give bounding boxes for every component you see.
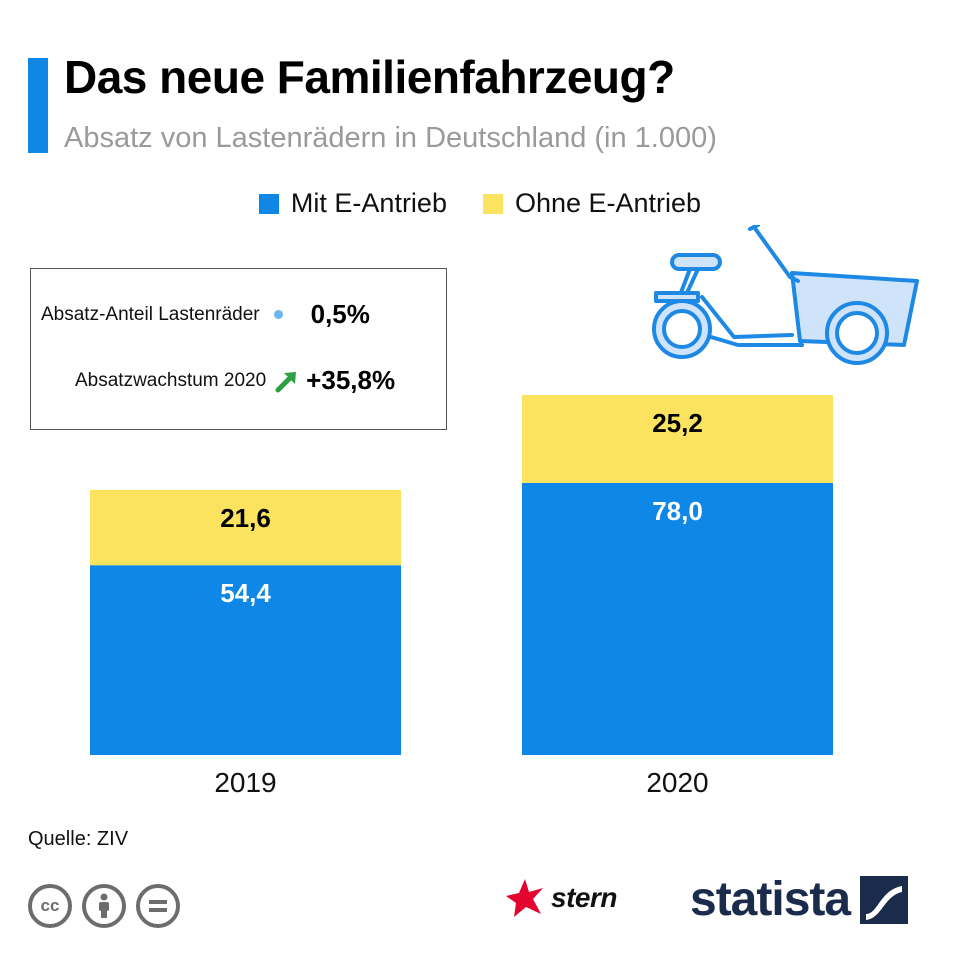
- source-note: Quelle: ZIV: [28, 828, 129, 850]
- share-dot-icon: [273, 310, 283, 319]
- info-row-share: Absatz-Anteil Lastenräder 0,5%: [41, 299, 370, 330]
- bar-2019-mit-e-antrieb: [90, 565, 401, 755]
- data-label-2019-ohne-e-antrieb: 21,6: [220, 503, 271, 533]
- stacked-bar-chart: 54,4 21,6 78,0 25,2 2019 2020: [90, 395, 833, 798]
- attribution-icon[interactable]: [82, 884, 126, 928]
- stern-logo[interactable]: stern: [505, 878, 617, 918]
- license-icons: cc: [28, 884, 180, 928]
- x-tick-2019: 2019: [214, 767, 276, 798]
- data-label-2020-ohne-e-antrieb: 25,2: [652, 408, 703, 438]
- legend-swatch-mit-e-antrieb: [258, 193, 279, 214]
- bar-2019-ohne-e-antrieb: [90, 489, 401, 566]
- chart-subtitle: Absatz von Lastenrädern in Deutschland (…: [64, 122, 717, 154]
- data-label-2020-mit-e-antrieb: 78,0: [652, 496, 703, 526]
- legend-swatch-ohne-e-antrieb: [482, 193, 503, 214]
- trend-up-arrow-icon: [274, 368, 300, 394]
- legend-item-ohne-e-antrieb: Ohne E-Antrieb: [482, 188, 702, 219]
- info-row-growth: Absatzwachstum 2020 +35,8%: [75, 365, 395, 396]
- legend-label-ohne-e-antrieb: Ohne E-Antrieb: [514, 188, 702, 218]
- stern-star-icon: [506, 879, 543, 917]
- share-value: 0,5%: [310, 299, 370, 329]
- x-tick-2020: 2020: [646, 767, 708, 798]
- bar-2020-ohne-e-antrieb: [522, 395, 833, 483]
- legend: Mit E-Antrieb Ohne E-Antrieb: [0, 188, 960, 219]
- statista-logo[interactable]: statista: [690, 872, 909, 927]
- cargo-bike-icon: [652, 225, 919, 365]
- share-label: Absatz-Anteil Lastenräder: [41, 303, 260, 325]
- statista-wordmark: statista: [690, 873, 851, 926]
- chart-title: Das neue Familienfahrzeug?: [64, 51, 675, 103]
- bar-2020-mit-e-antrieb: [522, 482, 833, 755]
- growth-value: +35,8%: [306, 365, 396, 395]
- growth-label: Absatzwachstum 2020: [75, 369, 267, 391]
- legend-label-mit-e-antrieb: Mit E-Antrieb: [290, 188, 447, 218]
- statista-mark-icon: [860, 875, 909, 924]
- no-derivatives-icon[interactable]: [136, 884, 180, 928]
- cc-icon[interactable]: cc: [28, 884, 72, 928]
- info-box: Absatz-Anteil Lastenräder 0,5% Absatzwac…: [30, 268, 447, 430]
- legend-item-mit-e-antrieb: Mit E-Antrieb: [258, 188, 447, 219]
- stern-wordmark: stern: [551, 882, 617, 913]
- data-label-2019-mit-e-antrieb: 54,4: [220, 578, 271, 608]
- title-accent-bar: [28, 58, 48, 153]
